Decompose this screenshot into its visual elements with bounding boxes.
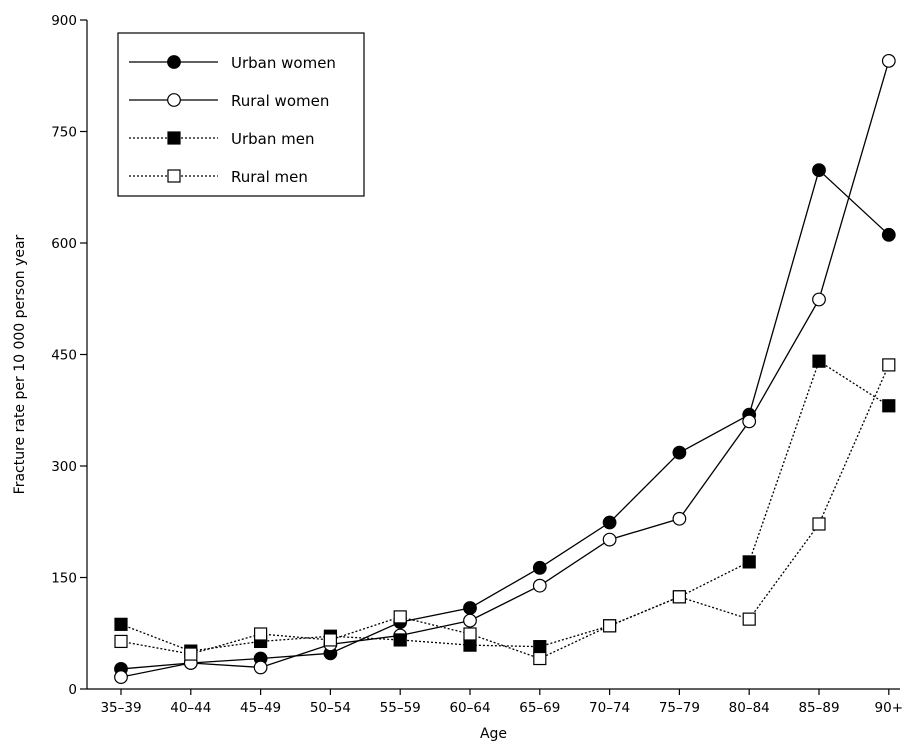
data-point: [882, 399, 896, 413]
x-tick-label: 70–74: [589, 700, 630, 716]
data-point: [602, 532, 617, 547]
data-point: [254, 627, 268, 641]
data-point: [533, 640, 547, 654]
data-point: [812, 292, 826, 307]
data-point: [463, 638, 477, 652]
y-tick-label: 600: [51, 236, 77, 252]
x-axis-title: Age: [480, 726, 507, 742]
data-point: [463, 613, 477, 628]
series-line: [120, 364, 890, 660]
data-point: [881, 227, 896, 242]
series-line: [120, 60, 890, 678]
data-point: [393, 610, 407, 624]
data-point: [532, 578, 547, 593]
legend-marker: [167, 169, 181, 183]
y-tick-label: 150: [51, 571, 77, 587]
legend-label: Urban women: [231, 54, 336, 72]
y-axis-title: Fracture rate per 10 000 person year: [12, 234, 28, 494]
data-point: [881, 53, 896, 68]
data-point: [812, 163, 826, 178]
data-point: [672, 445, 687, 460]
data-point: [253, 660, 268, 675]
series-urban-men: [114, 354, 896, 658]
data-point: [114, 617, 128, 631]
data-point: [463, 627, 477, 641]
y-tick-label: 450: [51, 348, 77, 364]
x-tick-label: 50–54: [310, 700, 351, 716]
y-tick-label: 300: [51, 459, 77, 475]
data-point: [533, 651, 547, 666]
data-point: [602, 619, 617, 633]
legend-marker: [167, 131, 181, 145]
legend-label: Urban men: [231, 130, 314, 148]
x-tick-label: 85–89: [798, 700, 839, 716]
x-tick-label: 40–44: [170, 700, 211, 716]
data-point: [114, 670, 128, 685]
data-point: [742, 612, 756, 626]
data-point: [882, 358, 896, 372]
legend-box: [117, 32, 365, 197]
legend-label: Rural women: [231, 92, 329, 110]
data-point: [114, 634, 128, 649]
x-tick-label: 80–84: [729, 700, 770, 716]
data-point: [742, 414, 757, 429]
data-point: [672, 511, 687, 526]
data-point: [393, 633, 407, 647]
data-point: [463, 601, 477, 615]
y-tick-label: 900: [51, 13, 77, 29]
x-tick-label: 75–79: [659, 700, 700, 716]
y-tick-label: 0: [68, 682, 77, 698]
data-point: [184, 647, 198, 661]
series-line: [120, 168, 890, 670]
series-urban-women: [114, 163, 896, 676]
legend: Urban women Rural women Urban men Rural men: [117, 32, 365, 197]
legend-marker: [167, 93, 181, 107]
data-point: [812, 517, 826, 531]
x-tick-label: 45–49: [240, 700, 281, 716]
axes: 0 150 300 450 600 750 900 35–39 40–44 45–49 50–54 5…: [51, 13, 903, 716]
x-tick-label: 35–39: [100, 700, 141, 716]
y-tick-label: 750: [51, 125, 77, 141]
x-tick-label: 60–64: [449, 700, 490, 716]
data-point: [742, 555, 756, 569]
data-point: [812, 354, 826, 368]
data-point: [532, 560, 547, 575]
data-point: [323, 633, 337, 647]
x-tick-label: 65–69: [519, 700, 560, 716]
x-tick-label: 55–59: [380, 700, 421, 716]
data-point: [602, 515, 617, 530]
plot-area: [114, 53, 896, 685]
series-line: [120, 360, 890, 652]
legend-marker: [167, 55, 181, 69]
x-tick-label: 90+: [875, 700, 903, 716]
legend-label: Rural men: [231, 168, 308, 186]
series-rural-men: [114, 358, 896, 666]
data-point: [672, 590, 687, 604]
